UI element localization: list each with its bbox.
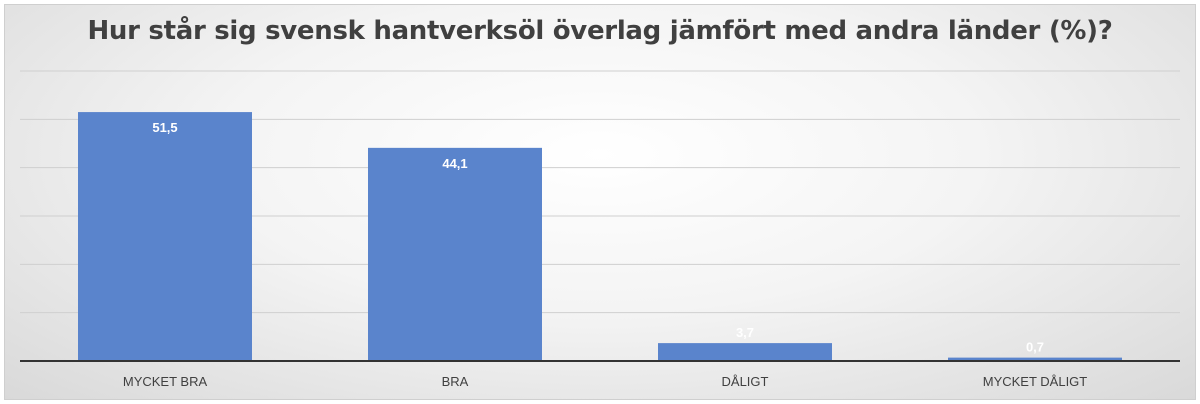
category-label-0: MYCKET BRA [123,374,208,389]
data-label-2: 3,7 [736,325,754,340]
bar-1 [368,147,542,361]
category-label-1: BRA [442,374,469,389]
category-label-2: DÅLIGT [722,374,769,389]
data-label-0: 51,5 [152,120,177,135]
bar-3 [948,357,1122,361]
category-label-3: MYCKET DÅLIGT [983,374,1088,389]
bar-2 [658,343,832,361]
data-label-3: 0,7 [1026,340,1044,355]
chart-title: Hur står sig svensk hantverksöl överlag … [87,16,1113,46]
data-label-1: 44,1 [442,156,467,171]
bar-0 [78,112,252,361]
